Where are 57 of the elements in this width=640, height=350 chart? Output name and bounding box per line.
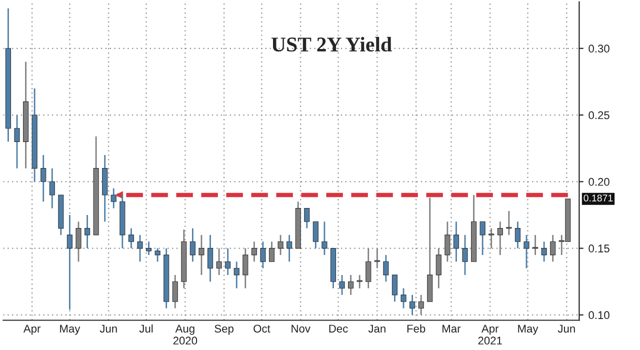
x-tick-label: Aug 2020 bbox=[173, 324, 198, 345]
y-tick-label: 0.30 bbox=[588, 44, 610, 53]
candlestick bbox=[207, 234, 214, 282]
candlestick bbox=[49, 168, 55, 210]
candlestick bbox=[392, 274, 398, 302]
x-tick-label: Nov bbox=[292, 324, 310, 333]
y-tick-label: 0.20 bbox=[588, 178, 610, 186]
x-tick-label: Jun bbox=[558, 324, 575, 333]
candlestick bbox=[234, 260, 240, 289]
candlestick bbox=[137, 234, 143, 262]
candlestick bbox=[110, 188, 116, 210]
text: UST 2Y Yield bbox=[271, 36, 392, 52]
x-tick-label: Sep bbox=[214, 324, 234, 335]
candlestick bbox=[550, 234, 556, 262]
candlestick bbox=[84, 214, 90, 249]
candlestick bbox=[286, 234, 292, 262]
x-tick-label: May bbox=[518, 324, 538, 335]
x-tick-label: Apr 2021 bbox=[478, 324, 502, 345]
candlestick bbox=[66, 214, 72, 310]
x-tick-label: Jun bbox=[100, 324, 117, 333]
candlestick bbox=[400, 288, 406, 309]
candlestick bbox=[339, 274, 345, 296]
candlestick bbox=[348, 274, 354, 296]
x-tick-label: Oct bbox=[254, 324, 270, 333]
x-tick-label: Jul bbox=[139, 324, 153, 333]
candlestick bbox=[40, 154, 46, 202]
candlestick bbox=[225, 248, 231, 276]
candlestick bbox=[304, 208, 310, 229]
candlestick bbox=[514, 220, 520, 249]
x-tick-label: Dec bbox=[329, 324, 348, 333]
y-tick-label: 0.10 bbox=[588, 311, 610, 320]
candlestick bbox=[322, 220, 328, 256]
y-tick-label: 0.25 bbox=[588, 111, 610, 120]
candlestick bbox=[356, 274, 362, 289]
candlestick bbox=[312, 220, 318, 249]
candlestick bbox=[453, 220, 460, 262]
candlestick bbox=[146, 240, 152, 256]
candlestick bbox=[14, 114, 20, 170]
candlestick bbox=[128, 228, 134, 249]
candlestick bbox=[190, 228, 196, 262]
candlestick bbox=[410, 294, 416, 316]
y-tick-label: 0.15 bbox=[588, 244, 610, 252]
candlestick bbox=[524, 234, 530, 269]
candlestick bbox=[462, 234, 468, 276]
x-tick-label: Apr bbox=[23, 324, 41, 335]
x-tick-label: Feb bbox=[407, 324, 426, 333]
candlestick bbox=[383, 254, 389, 282]
candlestick bbox=[154, 248, 160, 262]
candlestick bbox=[480, 220, 486, 256]
x-tick-label: Jan bbox=[368, 324, 386, 333]
x-tick-label: Mar bbox=[442, 324, 461, 333]
candlestick bbox=[172, 274, 178, 309]
candlestick bbox=[541, 240, 547, 262]
candlestick bbox=[260, 240, 266, 269]
x-tick-label: May bbox=[60, 324, 80, 335]
annotation: 0.1871 bbox=[584, 194, 613, 202]
candlestick bbox=[506, 210, 512, 236]
